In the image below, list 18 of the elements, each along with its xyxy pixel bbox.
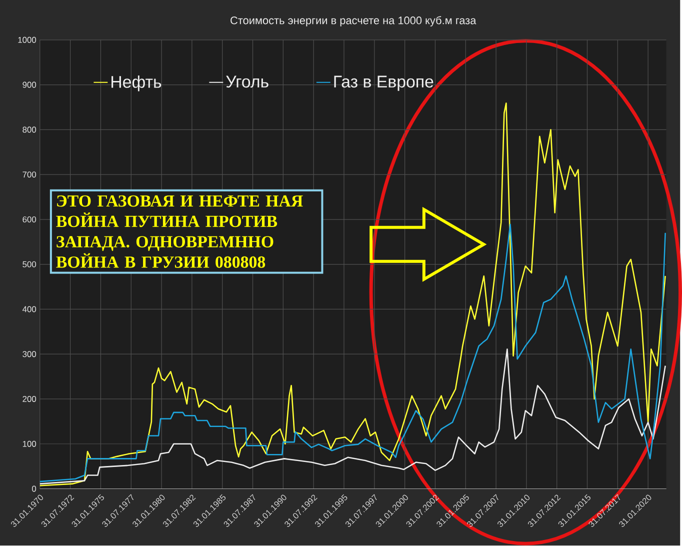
legend-label: Газ в Европе	[334, 76, 434, 92]
y-tick-label: 200	[22, 396, 36, 402]
legend-label: Нефть	[112, 76, 162, 92]
y-tick-label: 1000	[18, 37, 36, 44]
y-tick-label: 100	[22, 441, 36, 448]
y-tick-label: 0	[32, 486, 36, 492]
chart-title: Стоимость энергии в расчете на 1000 куб.м газа	[230, 16, 476, 27]
y-tick-label: 400	[22, 306, 36, 312]
y-tick-label: 700	[22, 172, 36, 178]
y-tick-label: 300	[22, 351, 36, 358]
y-tick-label: 500	[22, 262, 36, 268]
line-series	[39, 102, 666, 486]
y-tick-label: 900	[22, 82, 36, 88]
annotation: ЭТО ГАЗОВАЯ И НЕФТЕ НАЯ ВОЙНА ПУТИНА ПРОТИВ ЗАПАДА. ОДНОВРЕМННО ВОЙНА В ГРУЗИИ 080808	[56, 196, 303, 268]
y-tick-label: 600	[22, 216, 36, 223]
line-series	[39, 348, 666, 485]
y-tick-label: 800	[22, 126, 36, 133]
legend-label: Уголь	[226, 76, 268, 88]
